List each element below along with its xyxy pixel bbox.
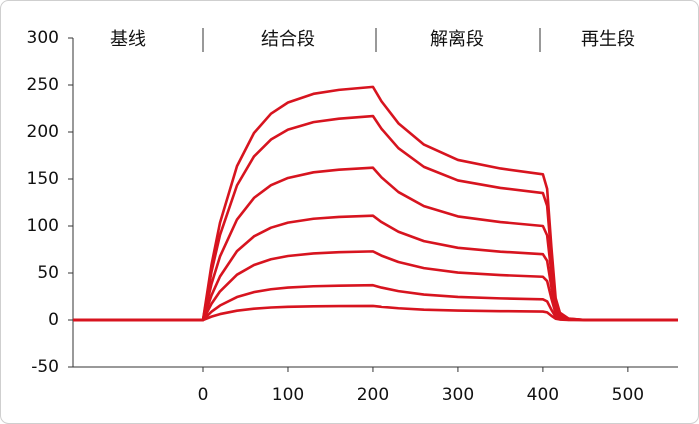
- y-tick-label: 200: [27, 122, 59, 142]
- series-line: [73, 283, 678, 322]
- series-line: [73, 250, 678, 322]
- x-tick-label: 200: [357, 385, 389, 405]
- y-tick-label: 50: [37, 263, 59, 283]
- y-tick-label: 300: [27, 28, 59, 48]
- y-tick-label: 250: [27, 75, 59, 95]
- series-line: [73, 304, 678, 322]
- x-tick-label: 400: [527, 385, 559, 405]
- x-tick-label: 500: [612, 385, 644, 405]
- y-tick-label: 100: [27, 216, 59, 236]
- x-tick-label: 0: [198, 385, 209, 405]
- y-tick-label: 0: [48, 310, 59, 330]
- x-tick-label: 300: [442, 385, 474, 405]
- phase-label: 基线: [110, 29, 146, 50]
- phase-label: 解离段: [430, 29, 484, 50]
- x-tick-label: 100: [272, 385, 304, 405]
- y-tick-label: -50: [31, 357, 59, 377]
- y-tick-label: 150: [27, 169, 59, 189]
- phase-label: 结合段: [261, 29, 315, 50]
- phase-label: 再生段: [581, 29, 635, 50]
